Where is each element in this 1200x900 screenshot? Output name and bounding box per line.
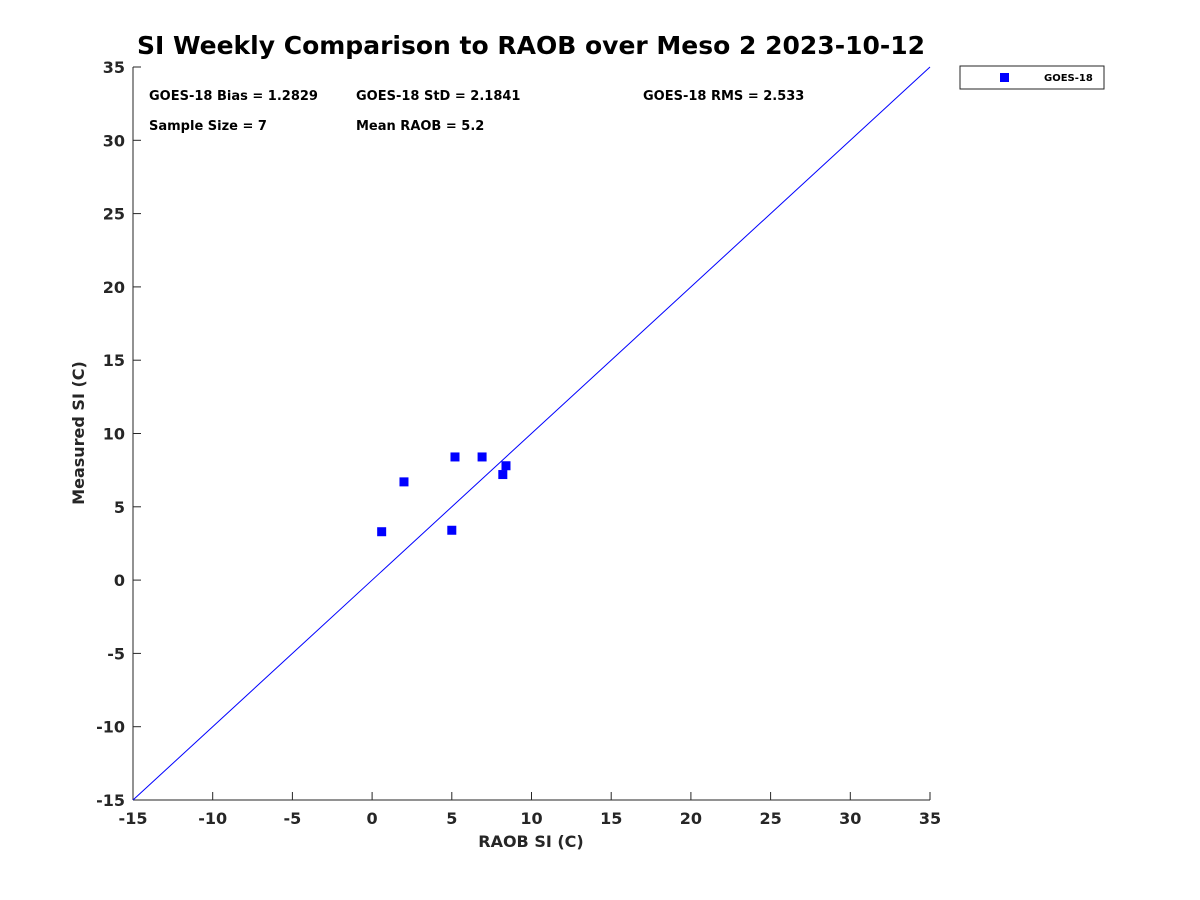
x-tick-label: -10 bbox=[198, 809, 227, 828]
y-tick-label: 20 bbox=[103, 278, 125, 297]
legend-marker-goes-18 bbox=[1000, 73, 1009, 82]
chart-title: SI Weekly Comparison to RAOB over Meso 2… bbox=[137, 31, 925, 60]
plot-area: -15 -10 -5 0 5 10 15 20 25 30 35 -15 -10 -5 0 5 10 15 20 25… bbox=[96, 58, 941, 828]
x-tick-label: 25 bbox=[759, 809, 781, 828]
x-tick-label: 5 bbox=[446, 809, 457, 828]
x-axis-label: RAOB SI (C) bbox=[478, 832, 583, 851]
x-tick-label: 15 bbox=[600, 809, 622, 828]
x-tick-label: 0 bbox=[367, 809, 378, 828]
annotation-mean-raob: Mean RAOB = 5.2 bbox=[356, 119, 484, 134]
y-tick-label: 15 bbox=[103, 351, 125, 370]
annotation-sample-size: Sample Size = 7 bbox=[149, 119, 267, 134]
y-tick-label: -15 bbox=[96, 791, 125, 810]
y-tick-label: -10 bbox=[96, 718, 125, 737]
x-tick-label: -5 bbox=[284, 809, 302, 828]
legend: GOES-18 bbox=[959, 65, 1105, 90]
reference-line-one-to-one bbox=[132, 66, 931, 801]
x-tick-label: -15 bbox=[119, 809, 148, 828]
data-point-goes-18 bbox=[450, 452, 460, 462]
x-tick-label: 10 bbox=[520, 809, 542, 828]
y-tick-label: 25 bbox=[103, 205, 125, 224]
data-point-goes-18 bbox=[501, 461, 511, 471]
y-tick-label: -5 bbox=[107, 644, 125, 663]
data-point-goes-18 bbox=[498, 470, 508, 480]
y-axis-label: Measured SI (C) bbox=[69, 361, 88, 505]
annotation-bias: GOES-18 Bias = 1.2829 bbox=[149, 89, 318, 104]
y-tick-label: 35 bbox=[103, 58, 125, 77]
x-tick-label: 30 bbox=[839, 809, 861, 828]
annotation-rms: GOES-18 RMS = 2.533 bbox=[643, 89, 804, 104]
x-tick-label: 35 bbox=[919, 809, 941, 828]
legend-box bbox=[959, 65, 1105, 90]
data-point-goes-18 bbox=[477, 452, 487, 462]
y-tick-label: 5 bbox=[114, 498, 125, 517]
x-tick-label: 20 bbox=[680, 809, 702, 828]
stats-annotations: GOES-18 Bias = 1.2829 GOES-18 StD = 2.18… bbox=[149, 89, 804, 134]
legend-label-goes-18: GOES-18 bbox=[1044, 73, 1093, 84]
y-tick-label: 10 bbox=[103, 425, 125, 444]
data-point-goes-18 bbox=[399, 477, 409, 487]
y-tick-label: 30 bbox=[103, 131, 125, 150]
annotation-std: GOES-18 StD = 2.1841 bbox=[356, 89, 520, 104]
data-point-goes-18 bbox=[447, 525, 457, 535]
data-point-goes-18 bbox=[377, 527, 387, 537]
y-tick-label: 0 bbox=[114, 571, 125, 590]
